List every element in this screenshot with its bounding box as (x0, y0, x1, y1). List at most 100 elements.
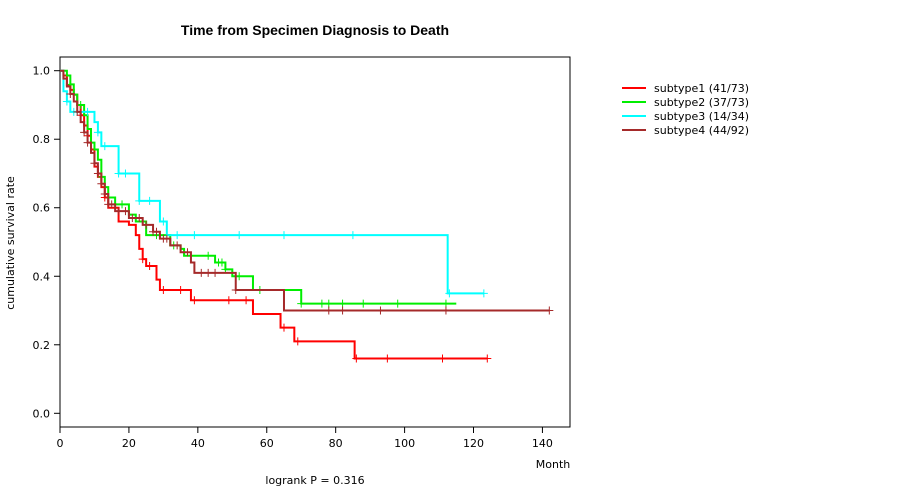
legend: subtype1 (41/73)subtype2 (37/73)subtype3… (622, 82, 749, 137)
censor-mark (217, 258, 226, 267)
censor-mark (224, 296, 233, 305)
censor-mark (348, 231, 357, 240)
censor-mark (121, 207, 130, 216)
y-tick-label: 0.4 (33, 270, 51, 283)
censor-mark (197, 268, 206, 277)
x-tick-label: 120 (463, 437, 484, 450)
censor-mark (73, 107, 82, 116)
survival-curve (60, 69, 484, 295)
censor-mark (114, 169, 123, 178)
censor-mark (324, 306, 333, 315)
censor-mark (138, 255, 147, 264)
censor-mark (483, 354, 492, 363)
logrank-annotation: logrank P = 0.316 (265, 474, 364, 487)
censor-mark (190, 296, 199, 305)
x-tick-label: 20 (122, 437, 136, 450)
censor-mark (135, 196, 144, 205)
censor-mark (204, 268, 213, 277)
censor-mark (145, 196, 154, 205)
censor-mark (231, 285, 240, 294)
series-layer (60, 69, 554, 363)
y-tick-label: 0.2 (33, 339, 51, 352)
censor-mark (297, 299, 306, 308)
censor-mark (100, 142, 109, 151)
y-tick-label: 0.8 (33, 133, 51, 146)
censor-mark (118, 200, 127, 209)
censor-mark (83, 107, 92, 116)
censor-mark (338, 299, 347, 308)
censor-mark (242, 296, 251, 305)
censor-mark (441, 306, 450, 315)
censor-mark (121, 169, 130, 178)
censor-mark (135, 214, 144, 223)
censor-mark (383, 354, 392, 363)
x-tick-label: 140 (532, 437, 553, 450)
censor-mark (235, 231, 244, 240)
censor-mark (359, 299, 368, 308)
legend-label: subtype1 (41/73) (654, 82, 749, 95)
survival-curve (60, 69, 550, 312)
y-axis-label: cumulative survival rate (4, 176, 17, 310)
censor-mark (176, 285, 185, 294)
censor-mark (93, 128, 102, 137)
x-tick-label: 60 (260, 437, 274, 450)
censor-mark (324, 299, 333, 308)
censor-mark (159, 285, 168, 294)
censor-mark (114, 207, 123, 216)
x-axis: 0 20 40 60 80 100 120 140 (57, 427, 553, 450)
survival-curve (60, 69, 457, 305)
y-tick-label: 1.0 (33, 65, 51, 78)
plot-frame (59, 56, 571, 428)
censor-mark (159, 217, 168, 226)
censor-mark (128, 214, 137, 223)
series-2 (60, 69, 457, 308)
censor-mark (445, 289, 454, 298)
censor-mark (183, 248, 192, 257)
censor-mark (211, 268, 220, 277)
censor-mark (352, 354, 361, 363)
series-1 (60, 69, 492, 363)
censor-mark (152, 227, 161, 236)
censor-mark (80, 128, 89, 137)
y-tick-label: 0.6 (33, 202, 51, 215)
censor-mark (83, 138, 92, 147)
censor-mark (441, 299, 450, 308)
survival-curve (60, 69, 488, 360)
chart-title: Time from Specimen Diagnosis to Death (181, 22, 449, 38)
censor-mark (190, 231, 199, 240)
legend-label: subtype4 (44/92) (654, 124, 749, 137)
censor-mark (90, 159, 99, 168)
censor-mark (173, 241, 182, 250)
censor-mark (93, 169, 102, 178)
censor-mark (317, 299, 326, 308)
censor-mark (62, 97, 71, 106)
censor-mark (204, 251, 213, 260)
censor-mark (100, 190, 109, 199)
censor-mark (279, 231, 288, 240)
censor-mark (162, 234, 171, 243)
censor-mark (376, 306, 385, 315)
x-tick-label: 80 (329, 437, 343, 450)
censor-mark (393, 299, 402, 308)
series-3 (60, 69, 488, 298)
x-tick-label: 0 (57, 437, 64, 450)
censor-mark (173, 231, 182, 240)
x-axis-label: Month (536, 458, 571, 471)
censor-mark (293, 337, 302, 346)
series-4 (60, 69, 554, 315)
y-axis: 0.0 0.2 0.4 0.6 0.8 1.0 (33, 65, 60, 420)
censor-mark (97, 179, 106, 188)
censor-mark (107, 200, 116, 209)
x-tick-label: 40 (191, 437, 205, 450)
y-tick-label: 0.0 (33, 407, 51, 420)
censor-mark (145, 261, 154, 270)
censor-mark (66, 90, 75, 98)
censor-mark (545, 306, 554, 315)
legend-label: subtype2 (37/73) (654, 96, 749, 109)
legend-label: subtype3 (14/34) (654, 110, 749, 123)
censor-mark (438, 354, 447, 363)
x-tick-label: 100 (394, 437, 415, 450)
censor-mark (338, 306, 347, 315)
censor-mark (279, 323, 288, 332)
